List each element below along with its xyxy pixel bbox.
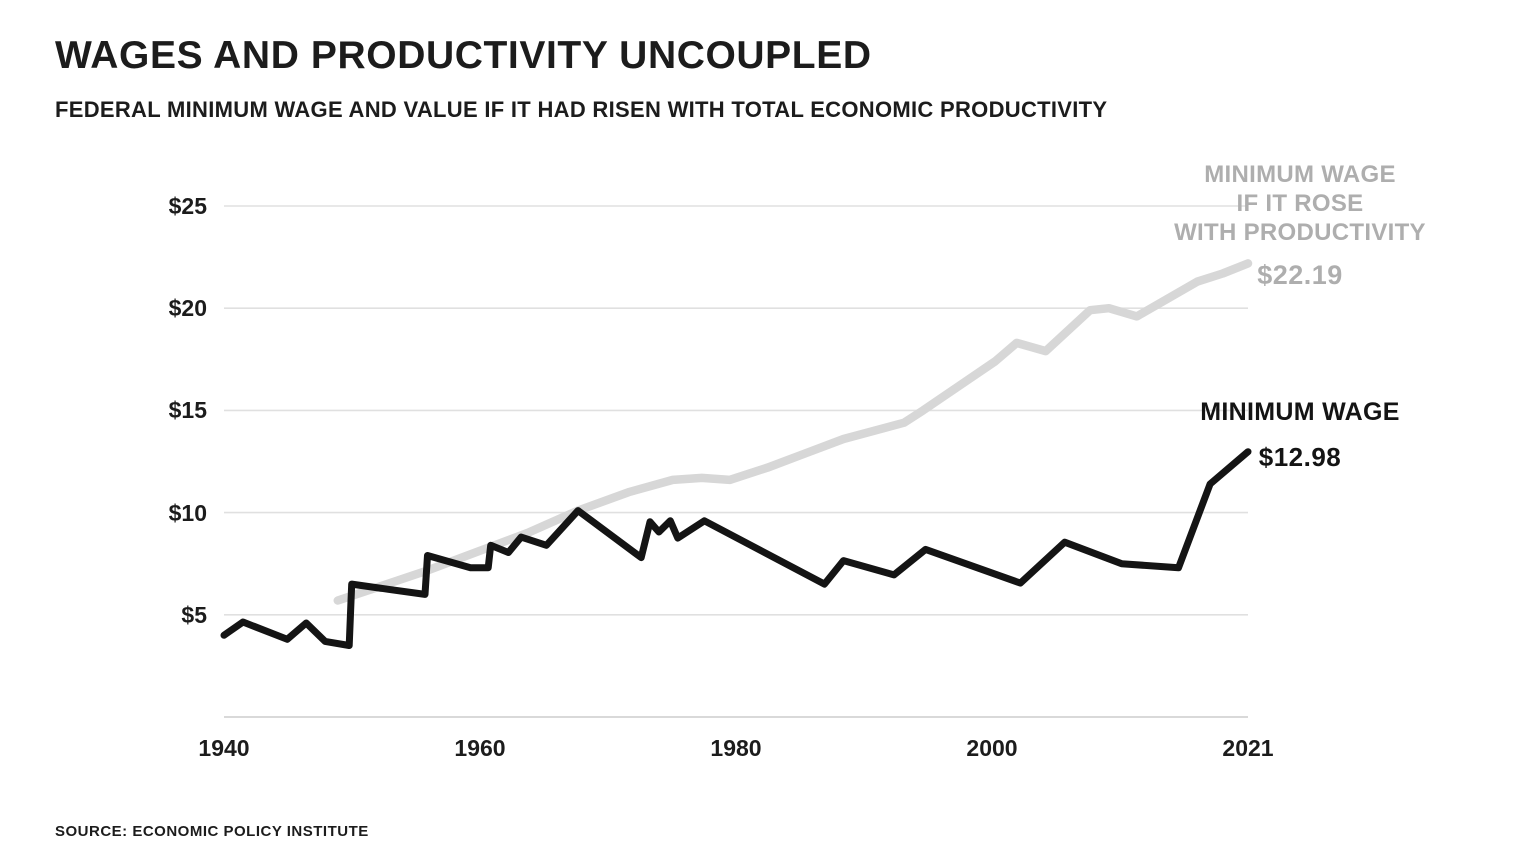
productivity-label-line: WITH PRODUCTIVITY	[1174, 219, 1426, 246]
wage-line-label: MINIMUM WAGE	[1200, 398, 1400, 426]
productivity-label-line: IF IT ROSE	[1236, 190, 1364, 217]
x-tick-label: 2021	[1222, 735, 1274, 761]
x-tick-label: 1960	[454, 735, 506, 761]
productivity-label-line: MINIMUM WAGE	[1204, 161, 1396, 188]
chart-subtitle: FEDERAL MINIMUM WAGE AND VALUE IF IT HAD…	[55, 97, 1108, 122]
x-tick-label: 1940	[198, 735, 250, 761]
chart-title: WAGES AND PRODUCTIVITY UNCOUPLED	[55, 34, 872, 77]
y-tick-label: $25	[168, 193, 207, 219]
productivity-annotation: MINIMUM WAGE IF IT ROSE WITH PRODUCTIVIT…	[1135, 160, 1465, 291]
x-tick-label: 1980	[710, 735, 762, 761]
y-tick-label: $10	[168, 499, 207, 526]
source-note: SOURCE: ECONOMIC POLICY INSTITUTE	[55, 823, 369, 840]
series-line-productivity	[333, 259, 1253, 605]
productivity-value-label: $22.19	[1257, 260, 1343, 290]
y-tick-label: $15	[168, 397, 207, 424]
wage-value-label: $12.98	[1258, 442, 1342, 472]
x-tick-label: 2000	[966, 735, 1018, 761]
y-tick-label: $20	[168, 295, 207, 322]
wage-annotation: MINIMUM WAGE $12.98	[1135, 398, 1465, 473]
series-line-wage	[220, 448, 1252, 649]
y-tick-label: $5	[181, 601, 207, 628]
